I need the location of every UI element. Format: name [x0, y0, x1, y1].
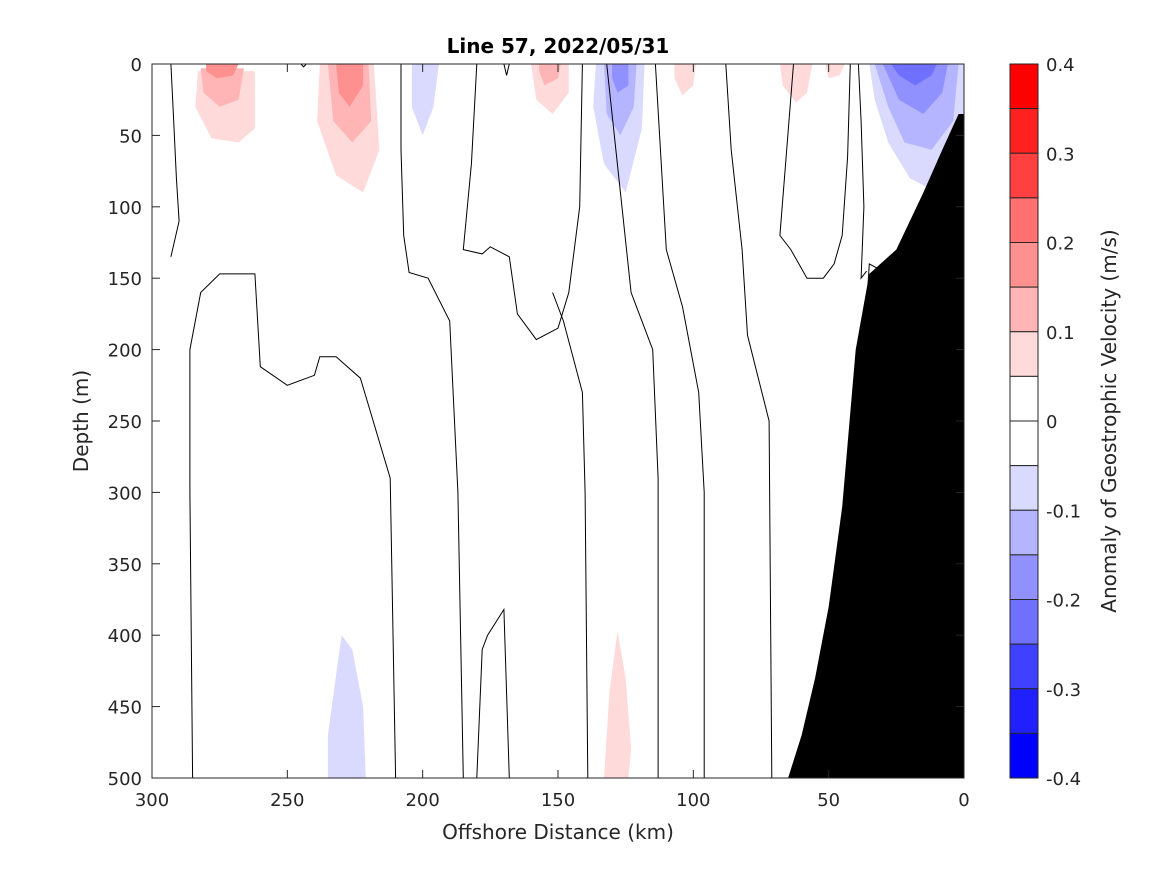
positive-anomaly-region-19 — [674, 64, 696, 96]
colorbar-band — [1009, 152, 1039, 199]
zero-contour-line-7 — [552, 292, 589, 778]
y-tick-label: 450 — [108, 698, 142, 719]
negative-anomaly-region-32 — [327, 635, 366, 778]
y-axis: 0 50 100 150 200 250 300 350 400 450 500 — [108, 55, 964, 790]
positive-anomaly-region-3 — [206, 64, 239, 79]
negative-anomaly-region-20 — [715, 64, 753, 112]
y-tick-label: 0 — [131, 55, 142, 76]
zero-contour-line-3 — [400, 64, 464, 778]
negative-anomaly-region-28 — [890, 64, 937, 86]
colorbar-tick-label: 0 — [1046, 412, 1057, 433]
x-tick-label: 50 — [817, 790, 840, 811]
y-tick-label: 500 — [108, 769, 142, 790]
negative-anomaly-region-30 — [200, 549, 255, 778]
x-tick-label: 300 — [135, 790, 169, 811]
positive-anomaly-region-10 — [482, 78, 515, 193]
zero-contour-line-8 — [606, 64, 659, 778]
colorbar-band — [1009, 63, 1039, 110]
colorbar-band — [1009, 331, 1039, 377]
y-axis-label: Depth (m) — [69, 370, 93, 472]
colorbar-band — [1009, 286, 1039, 333]
negative-anomaly-region-37 — [774, 735, 789, 778]
positive-anomaly-region-7 — [336, 64, 364, 107]
colorbar-band — [1009, 554, 1039, 600]
negative-anomaly-region-9 — [411, 64, 439, 136]
colorbar-tick-label: -0.3 — [1046, 680, 1081, 701]
colorbar-band — [1009, 599, 1039, 645]
colorbar-tick-label: -0.1 — [1046, 501, 1081, 522]
colorbar-band — [1009, 465, 1039, 511]
plot-area — [152, 64, 964, 778]
colorbar-band — [1009, 688, 1039, 734]
zero-contour-line-5 — [462, 64, 583, 341]
colorbar-ticks: 0.4 0.3 0.2 0.1 0 -0.1 -0.2 -0.3 -0.4 — [1046, 55, 1081, 790]
colorbar-band — [1009, 108, 1039, 154]
y-tick-label: 100 — [108, 198, 142, 219]
positive-anomaly-region-36 — [604, 630, 632, 778]
positive-anomaly-region-13 — [539, 64, 561, 86]
x-axis: 300 250 200 150 100 50 0 — [135, 64, 970, 811]
x-tick-label: 250 — [270, 790, 304, 811]
colorbar-tick-label: -0.2 — [1046, 591, 1081, 612]
y-tick-label: 300 — [108, 483, 142, 504]
colorbar-band — [1009, 643, 1039, 690]
negative-anomaly-region-17 — [612, 64, 629, 93]
colorbar-frame — [1009, 63, 1039, 779]
zero-contour-line-10 — [725, 64, 773, 778]
x-tick-label: 0 — [958, 790, 969, 811]
zero-contour-line-14 — [857, 64, 867, 280]
colorbar-tick-label: 0.2 — [1046, 234, 1075, 255]
colorbar-band — [1009, 242, 1039, 288]
y-tick-label: 350 — [108, 555, 142, 576]
chart-title: Line 57, 2022/05/31 — [447, 34, 670, 58]
x-tick-label: 150 — [541, 790, 575, 811]
x-tick-label: 200 — [405, 790, 439, 811]
positive-anomaly-region-22 — [779, 64, 813, 103]
zero-contour-line-0 — [170, 64, 180, 257]
colorbar-band — [1009, 420, 1039, 467]
colorbar-band — [1009, 732, 1039, 779]
bathymetry-seafloor — [788, 114, 964, 778]
colorbar-label: Anomaly of Geostrophic Velocity (m/s) — [1097, 229, 1121, 612]
colorbar-bands — [1009, 63, 1039, 779]
y-tick-label: 200 — [108, 341, 142, 362]
x-tick-label: 100 — [676, 790, 710, 811]
zero-contour-line-12 — [779, 64, 851, 279]
colorbar: 0.4 0.3 0.2 0.1 0 -0.1 -0.2 -0.3 -0.4 Anomaly of… — [1009, 55, 1121, 790]
colorbar-tick-label: 0.1 — [1046, 323, 1075, 344]
bathymetry-layer — [788, 114, 964, 778]
positive-anomaly-region-2 — [200, 68, 244, 107]
positive-anomaly-region-33 — [417, 642, 434, 778]
negative-anomaly-region-27 — [882, 64, 948, 114]
positive-anomaly-region-12 — [530, 64, 569, 114]
y-tick-label: 150 — [108, 269, 142, 290]
colorbar-band — [1009, 197, 1039, 243]
zero-contour-line-1 — [189, 273, 397, 778]
positive-anomaly-region-23 — [826, 64, 845, 79]
zero-contour-line-6 — [503, 64, 510, 76]
colorbar-tick-label: 0.4 — [1046, 55, 1075, 76]
positive-anomaly-region-35 — [593, 453, 645, 778]
positive-anomaly-region-11 — [522, 64, 583, 214]
x-axis-label: Offshore Distance (km) — [442, 820, 674, 844]
velocity-fill-layer — [168, 64, 964, 778]
zero-contour-line-9 — [654, 64, 705, 778]
y-tick-label: 250 — [108, 412, 142, 433]
colorbar-tick-label: 0.3 — [1046, 144, 1075, 165]
colorbar-tick-label: -0.4 — [1046, 769, 1081, 790]
colorbar-band — [1009, 375, 1039, 422]
negative-anomaly-region-34 — [539, 542, 577, 778]
y-tick-label: 50 — [119, 126, 142, 147]
zero-contour-line-2 — [300, 64, 307, 68]
negative-anomaly-region-31 — [311, 499, 385, 778]
y-tick-label: 400 — [108, 626, 142, 647]
zero-contour-line-4 — [476, 607, 510, 778]
colorbar-band — [1009, 509, 1039, 556]
